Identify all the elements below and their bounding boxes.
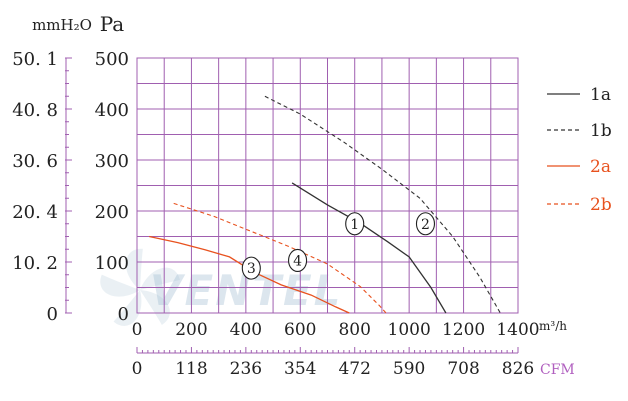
curve-marker-4: 4 — [288, 248, 308, 273]
curve-marker-circle — [415, 212, 436, 236]
unit-pa: Pa — [100, 12, 125, 36]
curve-marker-label: 3 — [247, 261, 256, 277]
cfm-tick-label: 236 — [230, 359, 262, 379]
left-axis-label: 50. 1 — [12, 49, 58, 70]
axis-labels: mmH₂O Pa m³/h CFM — [32, 12, 575, 378]
curve-marker-circle — [241, 256, 261, 280]
x-tick-label-flow: 800 — [338, 320, 370, 340]
y-tick-label-pa: 400 — [95, 100, 129, 121]
legend-label: 1a — [590, 85, 611, 105]
legend-item-1b: 1b — [547, 121, 612, 141]
unit-mmh2o: mmH₂O — [32, 16, 92, 34]
x-tick-label-flow: 200 — [175, 320, 207, 340]
cfm-tick-label: 354 — [284, 359, 316, 379]
x-tick-label-flow: 600 — [284, 320, 316, 340]
x-tick-label-flow: 1000 — [388, 320, 431, 340]
legend-label: 2b — [590, 195, 612, 215]
curve-marker-3: 3 — [241, 256, 261, 280]
left-axis-label: 20. 4 — [12, 202, 58, 223]
x-tick-label-flow: 1200 — [442, 320, 485, 340]
left-axis-label: 40. 8 — [12, 100, 58, 121]
unit-flow: m³/h — [539, 319, 567, 333]
y-tick-label-pa: 500 — [95, 49, 129, 70]
cfm-axis: 0 118 236 354 472 590 708 826 — [132, 347, 534, 379]
watermark-fan-icon — [100, 248, 180, 326]
legend-label: 1b — [590, 121, 612, 141]
cfm-tick-label: 472 — [338, 359, 370, 379]
left-axis-mmh2o: 50. 1 40. 8 30. 6 20. 4 10. 2 0 — [12, 49, 72, 325]
left-axis-label: 30. 6 — [12, 151, 58, 172]
legend: 1a 1b 2a 2b — [547, 85, 612, 215]
curve-marker-label: 4 — [293, 253, 302, 269]
left-axis-label: 0 — [47, 304, 58, 325]
cfm-tick-label: 708 — [447, 359, 479, 379]
curve-marker-1: 1 — [345, 212, 365, 236]
series-line-1a — [291, 182, 447, 314]
cfm-tick-label: 0 — [132, 359, 143, 379]
series-line-2b — [173, 202, 387, 314]
unit-cfm: CFM — [540, 362, 575, 378]
y-tick-label-pa: 200 — [95, 202, 129, 223]
y-tick-label-pa: 0 — [118, 304, 129, 325]
curve-marker-label: 2 — [421, 217, 430, 233]
curve-marker-2: 2 — [415, 212, 436, 236]
curve-marker-circle — [345, 212, 365, 236]
legend-label: 2a — [590, 157, 611, 177]
x-tick-label-flow: 1400 — [496, 320, 539, 340]
cfm-tick-label: 826 — [502, 359, 534, 379]
legend-item-2b: 2b — [547, 195, 612, 215]
curve-marker-label: 1 — [350, 217, 359, 233]
curve-markers: 1 2 3 4 — [241, 212, 436, 280]
series-line-1b — [264, 95, 501, 314]
cfm-tick-label: 590 — [393, 359, 425, 379]
watermark-logo: VENTEL — [100, 248, 340, 326]
y-tick-label-pa: 100 — [95, 253, 129, 274]
x-tick-label-flow: 400 — [230, 320, 262, 340]
legend-item-2a: 2a — [547, 157, 611, 177]
cfm-tick-label: 118 — [175, 359, 207, 379]
legend-item-1a: 1a — [547, 85, 611, 105]
curve-marker-circle — [288, 248, 308, 273]
left-axis-label: 10. 2 — [12, 253, 58, 274]
y-tick-label-pa: 300 — [95, 151, 129, 172]
x-tick-label-flow: 0 — [132, 320, 143, 340]
